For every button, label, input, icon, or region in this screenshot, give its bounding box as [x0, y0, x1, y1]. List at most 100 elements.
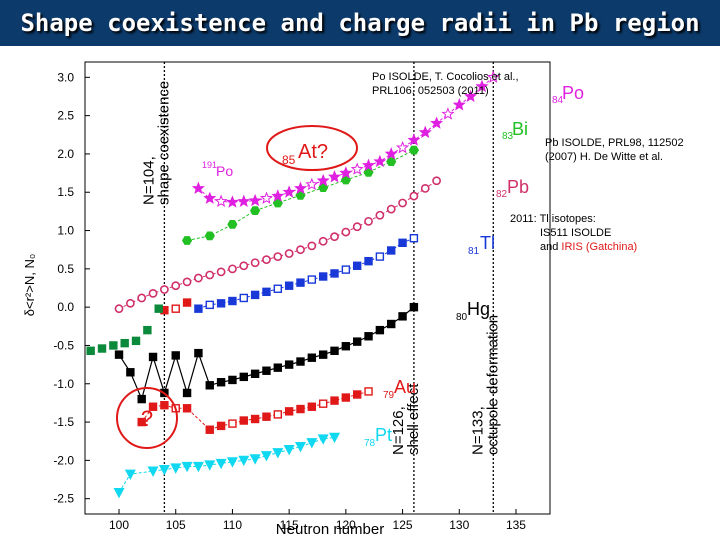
point-low-n101.5	[131, 336, 141, 346]
point-bi-n110	[227, 220, 238, 229]
point-tl-n113	[262, 287, 271, 297]
y-tick-label: -1.0	[53, 377, 74, 391]
point-au-n111	[239, 416, 248, 425]
series-au	[137, 298, 373, 434]
point-pt-n109	[215, 458, 227, 470]
point-pt-n104	[158, 464, 170, 476]
point-tl-n124	[387, 246, 396, 255]
point-pt-n115	[283, 445, 295, 456]
point-po-n133	[486, 70, 500, 83]
point-pt-n107	[192, 461, 204, 473]
title-bar: Shape coexistence and charge radii in Pb…	[0, 0, 720, 46]
point-low-n102.5	[143, 325, 152, 335]
point-po-n130	[452, 98, 466, 111]
label-po: 84 Po	[552, 83, 584, 106]
point-pb-n112	[250, 258, 260, 268]
label-tl: 81 Tl	[468, 233, 495, 257]
point-low-n98.5	[97, 344, 107, 353]
point-po-n111	[237, 194, 251, 208]
y-tick-label: 2.5	[57, 109, 74, 123]
point-tl-n126	[409, 234, 419, 243]
at-label: At?	[298, 141, 328, 163]
point-hg-n114	[273, 363, 283, 372]
point-pt-n116	[294, 441, 306, 453]
point-pb-n103	[148, 288, 158, 298]
point-pb-n127	[420, 184, 430, 193]
point-au-upper-n105	[171, 304, 180, 313]
point-hg-n117	[307, 353, 317, 362]
point-hg-n106	[182, 388, 192, 398]
x-axis-label: Neutron number	[276, 521, 384, 538]
point-pt-n110	[226, 457, 238, 468]
point-po-n117	[305, 177, 319, 191]
point-bi-n126	[408, 145, 419, 155]
point-po-n118	[316, 173, 330, 187]
point-bi-n108	[204, 231, 215, 241]
x-tick-label: 105	[166, 518, 186, 532]
tl-note-line1: 2011: Tl isotopes:	[510, 213, 596, 225]
label-pt: 78 Pt	[364, 425, 392, 449]
point-hg-n115	[284, 360, 294, 369]
y-tick-label: 2.0	[57, 147, 74, 161]
point-au-n115	[284, 407, 294, 416]
point-pb-n102	[137, 293, 147, 303]
pt-sub: 78	[364, 438, 376, 449]
point-au-n102	[137, 417, 146, 427]
point-tl-n116	[296, 278, 305, 287]
point-au-n110	[228, 419, 237, 428]
point-tl-n114	[273, 284, 283, 293]
point-hg-n121	[352, 337, 362, 346]
point-po-n128	[430, 116, 444, 129]
point-po-n126	[407, 133, 421, 146]
series-low	[86, 304, 163, 356]
point-tl-n117	[307, 275, 317, 284]
po-reference: Po ISOLDE, T. Cocolios et al., PRL106, 0…	[372, 71, 519, 97]
series-layer	[86, 70, 500, 499]
x-tick-label: 115	[280, 518, 299, 532]
point-hg-n126	[409, 302, 419, 312]
point-pb-n106	[182, 277, 192, 287]
point-tl-n115	[284, 281, 294, 290]
point-po-n108	[203, 191, 217, 204]
point-pb-n105	[171, 281, 181, 291]
pt-symbol: Pt	[375, 425, 392, 445]
series-pb	[114, 176, 441, 314]
point-au-n120	[341, 393, 351, 402]
point-tl-n123	[375, 252, 385, 261]
point-tl-n110	[228, 296, 237, 306]
point-hg-n108	[205, 381, 214, 390]
point-pb-n125	[398, 198, 407, 208]
label-hg: 80 Hg	[456, 299, 490, 323]
point-hg-n113	[262, 366, 271, 375]
po-sub: 84	[552, 95, 564, 106]
point-au-n113	[262, 412, 271, 421]
po-symbol: Po	[562, 83, 584, 103]
point-pt-n111	[238, 455, 250, 467]
point-tl-n107	[194, 304, 203, 313]
label-bi: 83 Bi	[502, 119, 528, 142]
series-tl	[194, 234, 419, 313]
point-pt-n100	[113, 487, 125, 499]
point-pb-n118	[318, 236, 328, 246]
hg-sub: 80	[456, 312, 468, 323]
point-bi-n106	[182, 236, 193, 245]
x-tick-label: 135	[506, 518, 526, 532]
y-tick-label: -0.5	[53, 338, 74, 352]
point-hg-n118	[318, 350, 328, 359]
point-tl-n121	[352, 261, 362, 270]
point-au-upper-n106	[182, 298, 192, 307]
y-tick-label: 0.0	[57, 300, 74, 314]
x-tick-label: 125	[393, 518, 413, 532]
point-hg-n101	[126, 368, 135, 377]
at-oval	[266, 125, 358, 171]
point-low-n99.5	[109, 341, 118, 350]
point-hg-n119	[330, 346, 339, 356]
point-hg-n109	[216, 378, 226, 387]
point-po-n132	[475, 79, 489, 93]
point-pb-n128	[432, 176, 441, 186]
point-tl-n109	[216, 299, 226, 308]
point-pt-n105	[170, 463, 182, 474]
po191-symbol: Po	[216, 163, 233, 179]
series-bi	[182, 145, 419, 245]
y-tick-label: -2.0	[53, 453, 74, 467]
